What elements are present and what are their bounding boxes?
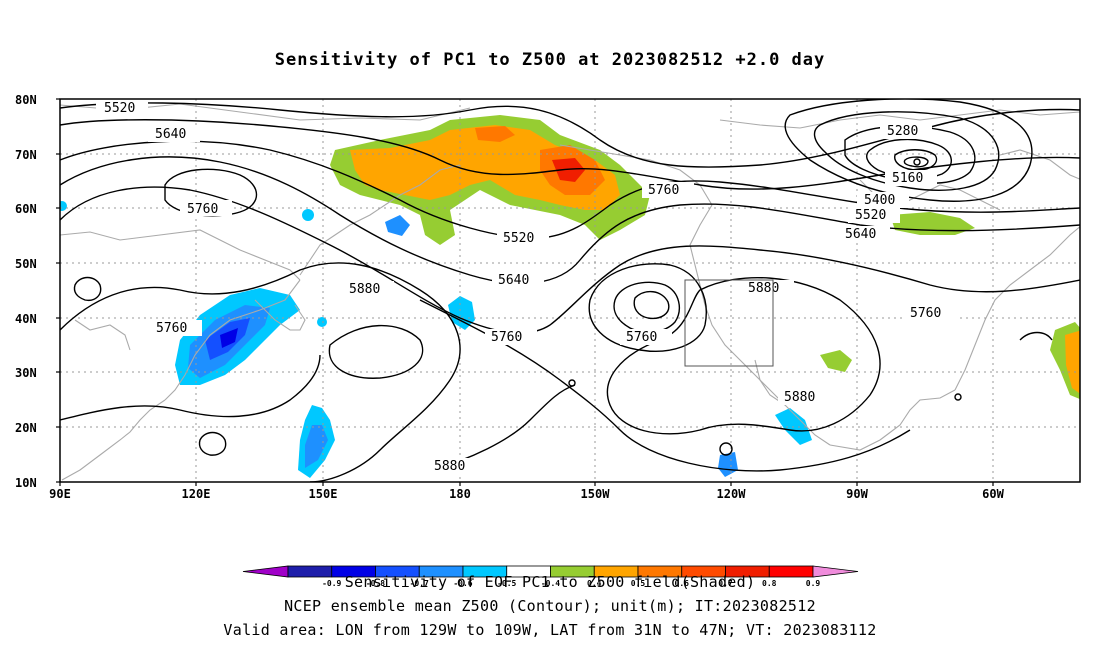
lon-label-120e: 120E: [182, 487, 211, 501]
map-title: Sensitivity of PC1 to Z500 at 2023082512…: [274, 50, 826, 70]
negative-shading-japan-blue: [220, 328, 238, 348]
negative-shading-spot: [60, 201, 67, 211]
lon-label-90e: 90E: [49, 487, 71, 501]
lon-label-150w: 150W: [581, 487, 611, 501]
colorbar-tick-label: -0.5: [497, 579, 516, 588]
contour-label-5760: 5760: [187, 202, 218, 217]
positive-shading-siberia-spot: [475, 126, 515, 142]
lat-label-10n: 10N: [15, 476, 37, 490]
axis-ticks: [56, 98, 994, 486]
negative-shading-spot: [302, 209, 314, 221]
contour-label-5400: 5400: [864, 193, 895, 208]
negative-shading-epac: [718, 452, 738, 477]
contour-label-5520: 5520: [855, 208, 886, 223]
contour-label-5160: 5160: [892, 171, 923, 186]
contour-label-5520: 5520: [503, 231, 534, 246]
negative-shading-spot: [317, 317, 327, 327]
contour-label-5760: 5760: [491, 330, 522, 345]
plot-frame: [59, 98, 1081, 483]
colorbar-tick-label: 0.6: [675, 579, 690, 588]
negative-shading-kamchatka: [385, 215, 410, 236]
footer-line-3: Valid area: LON from 129W to 109W, LAT f…: [223, 621, 877, 639]
contour-label-5640: 5640: [498, 273, 529, 288]
lon-label-180: 180: [449, 487, 471, 501]
contour-label-5760: 5760: [648, 183, 679, 198]
lon-label-90w: 90W: [846, 487, 868, 501]
lat-label-20n: 20N: [15, 421, 37, 435]
colorbar-tick-label: 0.9: [806, 579, 821, 588]
contour-label-5880: 5880: [434, 459, 465, 474]
lon-label-120w: 120W: [717, 487, 747, 501]
colorbar-tick-label: -0.9: [322, 579, 341, 588]
positive-shading-siberia-orange: [350, 125, 620, 210]
colorbar-tick-label: -0.7: [410, 579, 429, 588]
latitude-labels: 80N 70N 60N 50N 40N 30N 20N 10N: [15, 93, 37, 490]
colorbar-end-right: [812, 565, 859, 578]
colorbar-tick-label: -0.4: [541, 579, 560, 588]
contour-label-5760: 5760: [156, 321, 187, 336]
contour-label-5880: 5880: [784, 390, 815, 405]
colorbar-tick-label: 0.4: [587, 579, 602, 588]
lon-label-150e: 150E: [309, 487, 338, 501]
colorbar: -0.9 -0.8 -0.7 -0.6 -0.5 -0.4 0.4 0.5 0.6 0.7 0.8 0…: [242, 565, 859, 588]
lat-label-30n: 30N: [15, 366, 37, 380]
lat-label-60n: 60N: [15, 202, 37, 216]
colorbar-tick-label: 0.7: [718, 579, 733, 588]
shaded-sensitivity: [60, 115, 1080, 478]
lat-label-80n: 80N: [15, 93, 37, 107]
lat-label-40n: 40N: [15, 312, 37, 326]
contour-labels: 5520 5640 5760 5280 5160 5400 5520 5640 …: [96, 100, 956, 474]
positive-shading-atlantic-orange: [1065, 330, 1080, 394]
contour-label-5760: 5760: [626, 330, 657, 345]
positive-shading-gulf: [820, 350, 852, 372]
colorbar-tick-label: -0.6: [453, 579, 472, 588]
valid-area-box: [684, 279, 774, 367]
lon-label-60w: 60W: [982, 487, 1004, 501]
contour-label-5880: 5880: [748, 281, 779, 296]
lat-label-70n: 70N: [15, 148, 37, 162]
contour-label-5640: 5640: [155, 127, 186, 142]
colorbar-tick-label: -0.8: [366, 579, 385, 588]
footer-line-2: NCEP ensemble mean Z500 (Contour); unit(…: [284, 597, 816, 615]
contour-label-5520: 5520: [104, 101, 135, 116]
positive-shading-siberia-darkred: [552, 158, 585, 182]
contour-label-5760: 5760: [910, 306, 941, 321]
z500-contours: [60, 99, 1080, 482]
lat-label-50n: 50N: [15, 257, 37, 271]
longitude-labels: 90E 120E 150E 180 150W 120W 90W 60W: [49, 487, 1004, 501]
footer-line-1: Sensitivity of EOF PC1 to Z500 field(Sha…: [344, 573, 756, 591]
positive-shading-canada: [890, 212, 975, 235]
contour-label-5280: 5280: [887, 124, 918, 139]
colorbar-tick-label: 0.5: [631, 579, 646, 588]
negative-shading-wpac-mid: [305, 425, 328, 468]
contour-label-5880: 5880: [349, 282, 380, 297]
contour-label-5640: 5640: [845, 227, 876, 242]
colorbar-tick-label: 0.8: [762, 579, 777, 588]
negative-shading-cpac: [448, 296, 475, 330]
